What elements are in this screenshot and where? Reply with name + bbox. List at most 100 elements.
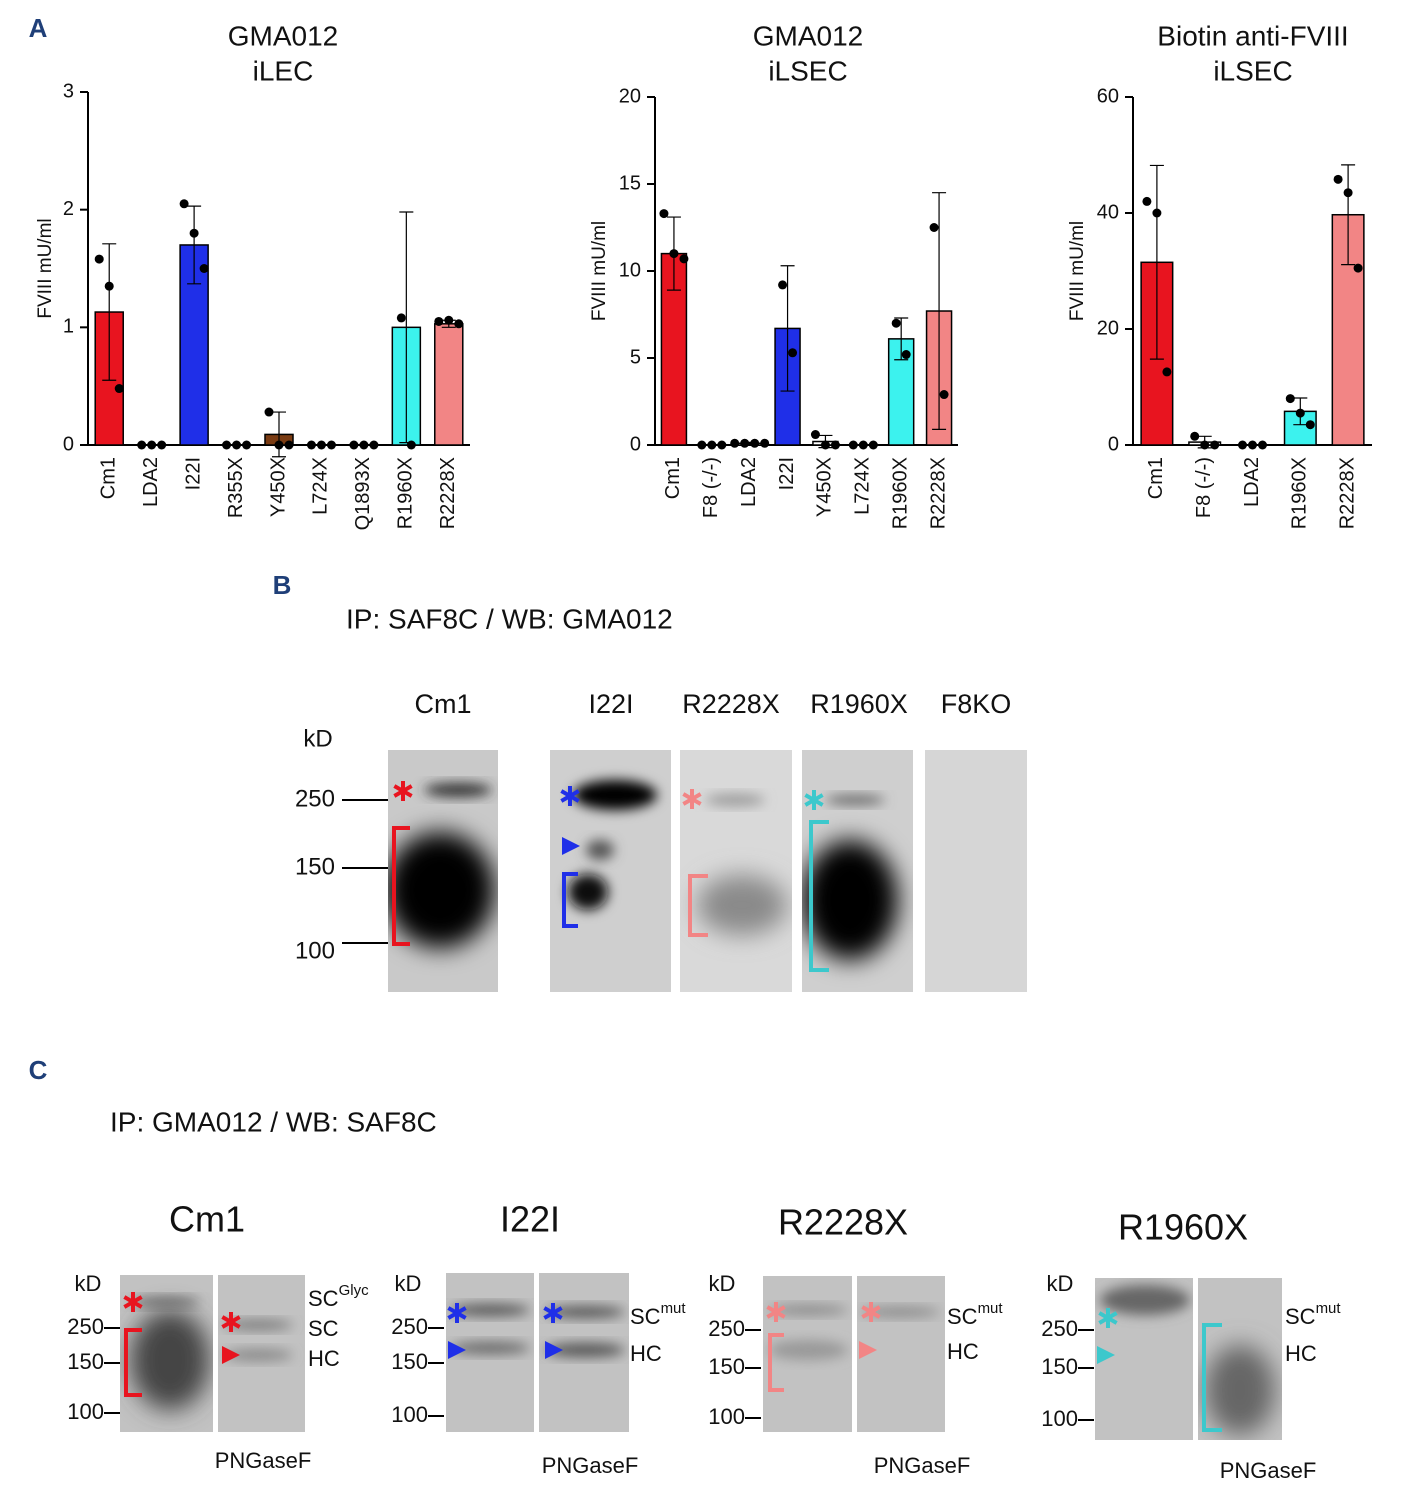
data-point — [1343, 188, 1353, 198]
band — [860, 1307, 940, 1317]
treatment-label: PNGaseF — [215, 1448, 312, 1473]
band — [768, 1305, 848, 1315]
arrowhead — [545, 1341, 563, 1359]
data-point — [1152, 208, 1162, 218]
data-point — [284, 440, 294, 450]
data-point — [868, 440, 878, 450]
marker-label: 100 — [67, 1399, 104, 1424]
data-point — [1258, 440, 1267, 450]
band-label-text: SC — [947, 1304, 978, 1329]
bracket — [688, 874, 708, 937]
marker-label: 100 — [708, 1404, 745, 1429]
data-point — [147, 440, 157, 450]
band-label: SCmut — [630, 1300, 686, 1329]
asterisk — [766, 1302, 786, 1322]
treatment-label: PNGaseF — [542, 1453, 639, 1478]
x-tick-label: L724X — [310, 457, 332, 515]
chart-subtitle: iLSEC — [1213, 55, 1292, 86]
data-point — [179, 199, 189, 209]
data-point — [274, 440, 284, 450]
band — [705, 794, 765, 806]
band — [802, 840, 898, 960]
data-point — [858, 440, 868, 450]
y-tick-label: 3 — [63, 80, 74, 102]
error-bar — [780, 265, 795, 392]
x-tick-label: Cm1 — [662, 457, 684, 499]
band — [223, 1349, 293, 1361]
y-tick-label: 60 — [1097, 85, 1119, 107]
band-label: SC — [308, 1316, 339, 1341]
marker-label: 250 — [708, 1316, 745, 1341]
data-point — [810, 430, 820, 440]
unit-label: kD — [1047, 1271, 1074, 1296]
data-point — [242, 440, 252, 450]
band — [1100, 1285, 1190, 1315]
data-point — [1248, 440, 1257, 450]
chart-title: GMA012 — [228, 20, 339, 51]
x-tick-label: LDA2 — [738, 457, 760, 507]
panel-label: A — [29, 13, 48, 43]
group-name: Cm1 — [169, 1199, 245, 1240]
x-tick-label: R1960X — [889, 457, 911, 529]
arrowhead — [222, 1346, 240, 1364]
x-tick-label: F8 (-/-) — [1193, 457, 1215, 518]
bar — [1331, 213, 1365, 446]
chart-subtitle: iLSEC — [768, 55, 847, 86]
data-point — [697, 440, 707, 450]
band-label-text: SC — [630, 1304, 661, 1329]
y-tick-label: 5 — [630, 346, 641, 368]
error-bar — [1341, 164, 1356, 266]
y-tick-label: 2 — [63, 198, 74, 220]
y-tick-label: 40 — [1097, 201, 1119, 223]
band — [545, 1343, 625, 1357]
asterisk — [560, 786, 580, 806]
x-tick-label: R1960X — [1289, 457, 1311, 529]
data-point — [788, 348, 798, 358]
error-bar — [932, 192, 947, 430]
band-label-text: SC — [308, 1286, 339, 1311]
band-label-sup: Glyc — [339, 1282, 370, 1299]
band — [450, 1342, 530, 1354]
data-point — [939, 390, 949, 400]
band-label-text: HC — [630, 1341, 662, 1366]
data-point — [740, 438, 750, 448]
band-label-text: HC — [947, 1339, 979, 1364]
data-point — [396, 313, 406, 323]
blot-title: IP: SAF8C / WB: GMA012 — [346, 603, 673, 634]
data-point — [1353, 263, 1363, 273]
band-label: HC — [947, 1339, 979, 1364]
data-point — [1142, 196, 1152, 206]
y-tick-label: 15 — [619, 172, 641, 194]
asterisk — [447, 1303, 467, 1323]
band — [768, 1340, 848, 1360]
blot — [925, 750, 1027, 992]
asterisk — [221, 1312, 241, 1332]
lane-label: F8KO — [941, 689, 1012, 719]
data-point — [137, 440, 147, 450]
band — [573, 780, 657, 810]
band-label-text: HC — [308, 1346, 340, 1371]
data-point — [730, 438, 740, 448]
bracket — [124, 1328, 142, 1397]
marker-label: 250 — [67, 1314, 104, 1339]
bracket — [1202, 1323, 1222, 1432]
bracket — [562, 872, 578, 928]
data-point — [679, 254, 689, 264]
data-point — [199, 264, 209, 273]
unit-label: kD — [709, 1271, 736, 1296]
blot-title: IP: GMA012 / WB: SAF8C — [110, 1106, 437, 1137]
asterisk — [682, 789, 702, 809]
band — [1205, 1345, 1275, 1435]
data-point — [359, 440, 369, 450]
band — [697, 875, 787, 935]
x-tick-label: I22I — [182, 457, 204, 490]
band-label-sup: mut — [661, 1300, 687, 1317]
data-point — [434, 316, 444, 326]
lane-label: R2228X — [682, 689, 780, 719]
data-point — [444, 315, 454, 325]
arrowhead — [1097, 1346, 1115, 1364]
x-tick-label: I22I — [776, 457, 798, 490]
data-point — [1200, 440, 1210, 450]
data-point — [232, 440, 242, 450]
data-point — [901, 350, 911, 360]
